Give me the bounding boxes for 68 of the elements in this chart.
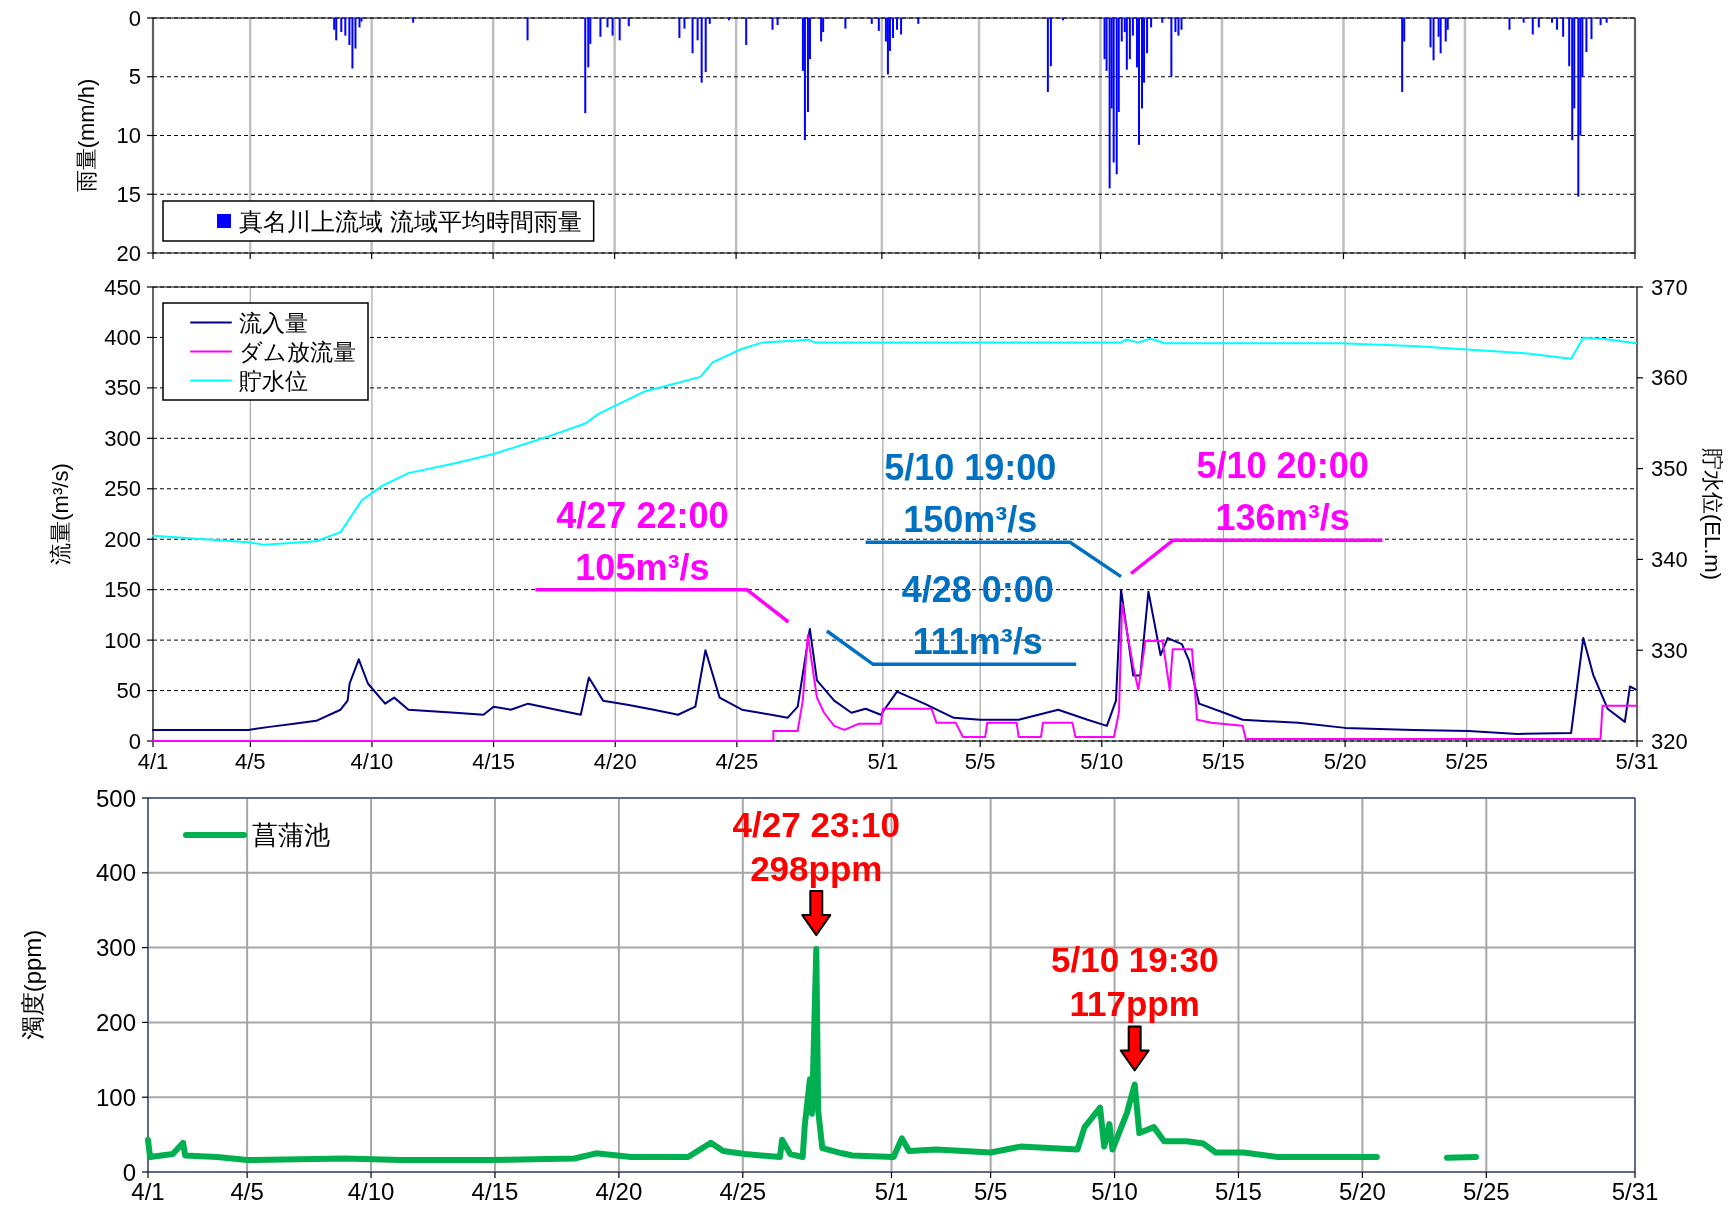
y-axis-title: 流量(m³/s) <box>47 463 73 565</box>
x-tick-label: 4/15 <box>472 749 515 774</box>
y-tick-label: 20 <box>116 240 141 266</box>
y-tick-label: 400 <box>95 859 136 887</box>
y2-tick-label: 350 <box>1651 456 1688 482</box>
x-tick-label: 4/5 <box>230 1178 264 1205</box>
x-tick-label: 5/5 <box>964 749 996 774</box>
y-tick-label: 50 <box>116 678 141 704</box>
annotation: 4/27 22:00 105m³/s <box>556 494 729 588</box>
y2-tick-label: 340 <box>1651 546 1688 572</box>
x-tick-label: 5/20 <box>1323 749 1367 774</box>
legend: 菖蒲池 <box>183 820 330 850</box>
legend-label: ダム放流量 <box>239 338 356 365</box>
y-tick-label: 0 <box>122 1158 136 1186</box>
legend-label: 流入量 <box>239 309 308 336</box>
y-tick-label: 300 <box>104 425 141 451</box>
annotation: 4/27 23:10 298ppm <box>732 805 900 937</box>
y-axis-title: 濁度(ppm) <box>18 929 46 1041</box>
y-tick-label: 100 <box>95 1083 136 1111</box>
y2-axis-title: 貯水位(EL.m) <box>1699 448 1725 580</box>
x-tick-label: 5/10 <box>1080 749 1124 774</box>
x-tick-label: 5/1 <box>874 1178 909 1205</box>
annotation: 5/10 20:00 136m³/s <box>1196 445 1369 539</box>
y-tick-label: 200 <box>95 1008 136 1036</box>
y2-tick-label: 330 <box>1651 637 1688 663</box>
x-tick-label: 4/25 <box>719 1178 767 1205</box>
x-tick-label: 5/1 <box>867 749 899 774</box>
y-tick-label: 200 <box>104 526 141 552</box>
x-tick-label: 4/10 <box>350 749 394 774</box>
x-tick-label: 5/15 <box>1215 1178 1262 1205</box>
x-tick-label: 5/10 <box>1091 1178 1138 1205</box>
annotation: 4/27 22:00 105m³/s <box>535 494 790 624</box>
legend: 真名川上流域 流域平均時間雨量 <box>162 200 595 242</box>
y-tick-label: 0 <box>128 5 141 31</box>
legend-label: 貯水位 <box>239 367 308 394</box>
y-tick-label: 100 <box>104 627 141 653</box>
x-tick-label: 4/20 <box>595 1178 643 1205</box>
y-tick-label: 450 <box>104 274 141 300</box>
x-tick-label: 5/20 <box>1339 1178 1386 1205</box>
y-tick-label: 350 <box>104 375 141 401</box>
annotation: 4/27 23:10 298ppm <box>732 805 900 889</box>
y-tick-label: 250 <box>104 476 141 502</box>
annotation: 5/10 19:30 117ppm <box>1051 940 1219 1024</box>
y-tick-label: 15 <box>116 181 141 207</box>
y2-tick-label: 360 <box>1651 365 1688 391</box>
y-axis-title: 雨量(mm/h) <box>73 78 99 193</box>
x-tick-label: 5/25 <box>1445 749 1489 774</box>
x-tick-label: 4/10 <box>347 1178 395 1205</box>
y-tick-label: 300 <box>95 934 136 962</box>
x-tick-label: 5/25 <box>1462 1178 1510 1205</box>
y2-tick-label: 370 <box>1651 274 1688 300</box>
y-tick-label: 500 <box>95 784 136 812</box>
x-tick-label: 5/15 <box>1202 749 1245 774</box>
y-tick-label: 400 <box>104 324 141 350</box>
x-tick-label: 5/31 <box>1611 1178 1659 1205</box>
y-tick-label: 10 <box>116 123 141 148</box>
x-tick-label: 5/5 <box>973 1178 1008 1205</box>
legend-label: 菖蒲池 <box>252 820 330 850</box>
x-tick-label: 4/25 <box>715 749 759 774</box>
y-tick-label: 150 <box>104 577 141 603</box>
annotation: 5/10 19:00 150m³/s <box>884 447 1057 541</box>
annotation: 5/10 19:30 117ppm <box>1051 940 1219 1072</box>
y-tick-label: 5 <box>128 64 141 90</box>
x-tick-label: 4/5 <box>235 749 266 774</box>
annotation: 5/10 20:00 136m³/s <box>1130 445 1383 575</box>
legend-label: 真名川上流域 流域平均時間雨量 <box>239 207 582 235</box>
x-tick-label: 4/15 <box>471 1178 519 1205</box>
x-tick-label: 4/20 <box>593 749 637 774</box>
